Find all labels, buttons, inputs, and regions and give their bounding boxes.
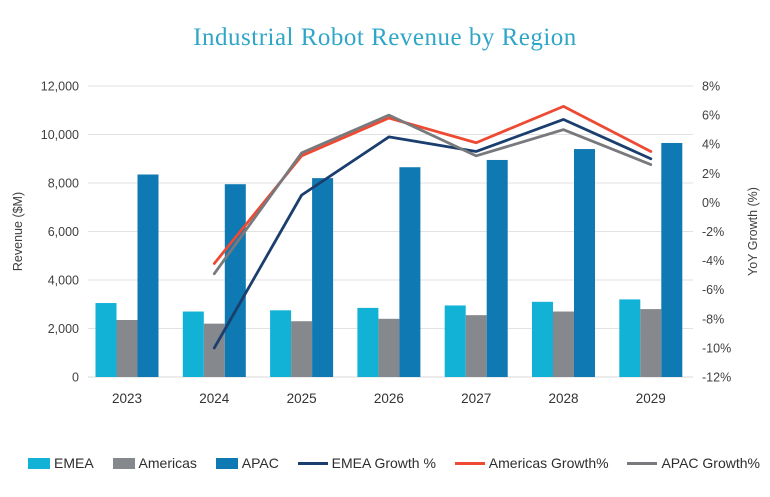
bar-Americas-2028 xyxy=(553,311,574,377)
growth-line-EMEA Growth % xyxy=(212,118,653,350)
bar-EMEA-2029 xyxy=(619,299,641,377)
x-tick-label: 2023 xyxy=(112,391,142,406)
apac-growth-line-swatch-icon xyxy=(627,461,658,465)
bar-EMEA-2025 xyxy=(270,310,292,377)
chart-title: Industrial Robot Revenue by Region xyxy=(193,24,577,51)
bar-Americas-2024 xyxy=(203,323,225,377)
bar-APAC-2028 xyxy=(574,149,595,377)
bar-EMEA-2023 xyxy=(95,303,117,377)
bar-Americas-2023 xyxy=(116,320,138,377)
bar-Americas-2027 xyxy=(465,315,487,377)
legend-label-americas: Americas xyxy=(138,455,197,471)
y-left-tick-label: 12,000 xyxy=(41,80,79,94)
legend-item-apac: APAC xyxy=(215,455,279,471)
y-right-tick-label: 0% xyxy=(702,196,720,210)
bar-Americas-2026 xyxy=(378,318,400,377)
bar-APAC-2027 xyxy=(486,159,508,377)
x-tick-label: 2028 xyxy=(548,391,578,406)
legend-item-americas-growth: Americas Growth% xyxy=(454,455,609,471)
bar-APAC-2026 xyxy=(399,167,421,377)
y-right-tick-label: -10% xyxy=(702,341,731,355)
y-right-tick-label: 4% xyxy=(702,138,720,152)
y-left-tick-label: 6,000 xyxy=(48,225,79,239)
x-tick-label: 2027 xyxy=(461,391,491,406)
bar-EMEA-2028 xyxy=(532,301,553,377)
y-right-tick-label: 6% xyxy=(702,109,720,123)
bar-APAC-2025 xyxy=(312,178,334,377)
bar-Americas-2029 xyxy=(640,309,662,377)
legend-item-americas: Americas xyxy=(112,455,197,471)
left-axis-title: Revenue ($M) xyxy=(11,192,25,271)
bar-Americas-2025 xyxy=(291,321,313,377)
emea-bar-swatch-icon xyxy=(28,457,50,469)
right-axis-title: YoY Growth (%) xyxy=(746,187,760,276)
y-left-tick-label: 10,000 xyxy=(41,128,79,142)
y-left-tick-label: 0 xyxy=(72,371,79,385)
legend-label-americas-growth: Americas Growth% xyxy=(488,455,609,471)
bar-APAC-2029 xyxy=(661,142,683,377)
americas-bar-swatch-icon xyxy=(112,457,135,469)
y-right-tick-label: -4% xyxy=(702,254,724,268)
y-left-tick-label: 2,000 xyxy=(48,322,79,336)
y-right-tick-label: 8% xyxy=(702,80,720,94)
americas-growth-line-swatch-icon xyxy=(454,461,485,465)
bar-EMEA-2027 xyxy=(444,305,466,377)
legend-label-apac: APAC xyxy=(241,455,279,471)
emea-growth-line-swatch-icon xyxy=(297,461,328,465)
bar-APAC-2023 xyxy=(137,174,159,377)
x-tick-label: 2026 xyxy=(374,391,404,406)
legend-label-emea-growth: EMEA Growth % xyxy=(331,455,436,471)
y-right-tick-label: -6% xyxy=(702,283,724,297)
x-tick-label: 2025 xyxy=(287,391,317,406)
chart-legend: EMEA Americas APAC EMEA Growth % America… xyxy=(28,455,760,471)
legend-label-emea: EMEA xyxy=(54,455,94,471)
legend-label-apac-growth: APAC Growth% xyxy=(661,455,760,471)
x-tick-label: 2029 xyxy=(636,391,666,406)
bar-APAC-2024 xyxy=(224,184,246,377)
y-right-tick-label: 2% xyxy=(702,167,720,181)
x-tick-label: 2024 xyxy=(199,391,230,406)
legend-item-emea: EMEA xyxy=(28,455,94,471)
y-right-tick-label: -2% xyxy=(702,225,724,239)
y-left-tick-label: 4,000 xyxy=(48,274,79,288)
legend-item-emea-growth: EMEA Growth % xyxy=(297,455,436,471)
growth-line-APAC Growth% xyxy=(212,113,653,276)
legend-item-apac-growth: APAC Growth% xyxy=(627,455,760,471)
apac-bar-swatch-icon xyxy=(215,457,238,469)
y-left-tick-label: 8,000 xyxy=(48,177,79,191)
bar-EMEA-2026 xyxy=(357,307,379,377)
y-right-tick-label: -8% xyxy=(702,312,724,326)
y-right-tick-label: -12% xyxy=(702,371,731,385)
bar-EMEA-2024 xyxy=(182,311,204,377)
